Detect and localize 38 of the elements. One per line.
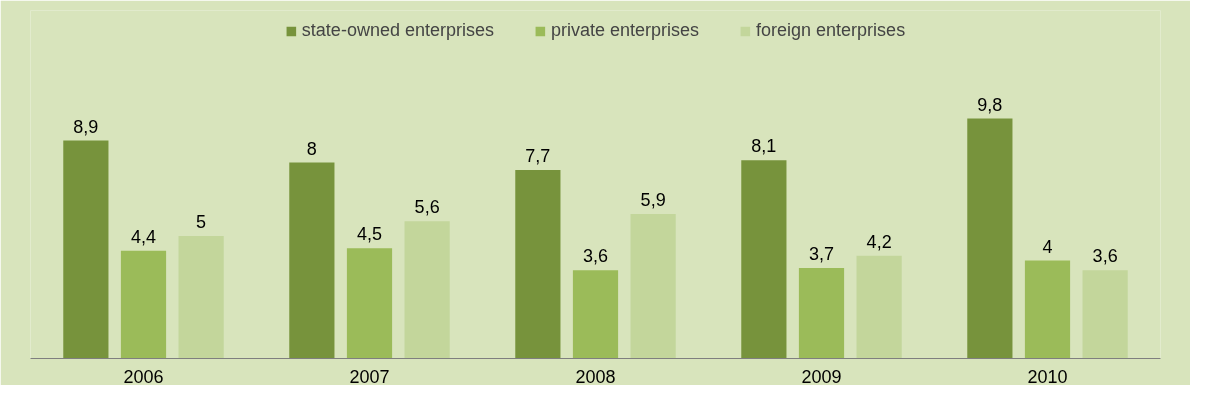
bar: [178, 236, 224, 359]
data-label: 8: [306, 138, 317, 159]
bar: [798, 267, 845, 359]
data-label: 9,8: [977, 94, 1003, 115]
data-label: 4,4: [130, 226, 157, 247]
bar: [120, 250, 167, 359]
data-label: 4,2: [866, 231, 892, 252]
data-label: 3,6: [582, 246, 609, 267]
data-label: 4: [1042, 236, 1053, 257]
x-tick-label: 2008: [575, 366, 616, 387]
x-tick-label: 2006: [123, 366, 164, 387]
bar: [967, 118, 1013, 359]
legend-label: private enterprises: [550, 20, 700, 41]
data-label: 5,6: [414, 197, 440, 218]
data-label: 5: [196, 212, 207, 233]
data-label: 4,5: [356, 224, 383, 245]
data-label: 3,7: [808, 243, 835, 264]
bar: [1024, 260, 1071, 359]
data-label: 5,9: [640, 190, 666, 211]
x-tick-label: 2010: [1027, 366, 1068, 387]
legend-label: state-owned enterprises: [301, 20, 494, 41]
bar: [404, 221, 450, 359]
bar: [515, 169, 561, 359]
bar: [572, 270, 619, 359]
bar: [1082, 270, 1128, 359]
bar: [630, 214, 676, 359]
x-tick-label: 2007: [349, 366, 390, 387]
bar: [289, 162, 335, 359]
bar: [856, 255, 902, 359]
legend-label: foreign enterprises: [756, 20, 906, 41]
x-tick-label: 2009: [801, 366, 842, 387]
data-label: 8,1: [751, 136, 777, 157]
bar: [741, 160, 787, 359]
data-label: 7,7: [525, 145, 551, 166]
bar: [346, 248, 393, 359]
data-label: 3,6: [1092, 246, 1118, 267]
data-label: 8,9: [73, 116, 99, 137]
bar: [63, 140, 109, 359]
